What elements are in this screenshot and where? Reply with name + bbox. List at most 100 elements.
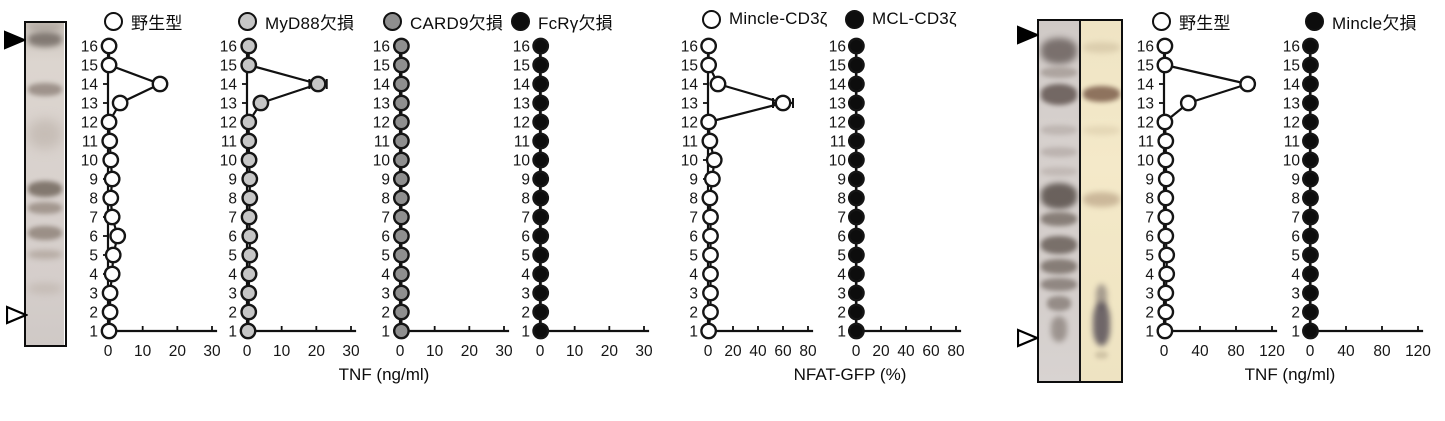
data-point [702, 303, 719, 321]
data-point [1157, 151, 1175, 169]
data-point [392, 322, 410, 340]
data-point [240, 265, 258, 283]
data-point [241, 170, 259, 188]
x-tick-label: 80 [799, 343, 817, 360]
data-point [1157, 170, 1175, 188]
fraction-label: 9 [228, 172, 237, 189]
x-tick-label: 20 [461, 343, 479, 360]
fraction-label: 4 [228, 267, 237, 284]
x-tick-label: 0 [704, 343, 713, 360]
fraction-label: 15 [681, 58, 698, 75]
legend-mincle-ko: Mincle欠損 [1305, 9, 1417, 34]
fraction-label: 15 [829, 58, 846, 75]
data-point [392, 265, 410, 283]
x-tick-label: 80 [1373, 343, 1391, 360]
data-point [101, 303, 119, 321]
fraction-label: 6 [689, 229, 698, 246]
data-point [1302, 284, 1319, 302]
legend-mincle-cd3z: Mincle-CD3ζ [702, 9, 828, 29]
fraction-label: 1 [228, 324, 237, 341]
fraction-label: 5 [1291, 248, 1300, 265]
fraction-label: 8 [228, 191, 237, 208]
data-point [847, 322, 865, 340]
gel-band [1041, 84, 1077, 105]
series-line [107, 46, 162, 332]
fraction-label: 16 [681, 39, 698, 56]
fraction-label: 13 [373, 96, 390, 113]
fraction-label: 6 [381, 229, 390, 246]
tlc-plate-right [1037, 19, 1123, 383]
data-point [100, 322, 118, 340]
x-tick-label: 20 [724, 343, 742, 360]
data-point [240, 151, 258, 169]
legend-label: Mincle欠損 [1332, 14, 1417, 33]
data-point [392, 303, 410, 321]
data-point [847, 189, 865, 207]
x-tick-label: 20 [601, 343, 619, 360]
gel-band [1041, 212, 1077, 226]
fraction-label: 11 [514, 134, 530, 151]
x-tick-label: 10 [134, 343, 152, 360]
fraction-label: 2 [1145, 305, 1154, 322]
fraction-label: 10 [1137, 153, 1155, 170]
tlc-plate-left [24, 21, 67, 347]
data-point [392, 284, 410, 302]
data-point [241, 189, 259, 207]
fraction-label: 8 [837, 191, 846, 208]
fraction-label: 2 [1291, 305, 1300, 322]
data-point [702, 246, 719, 264]
data-point [532, 151, 550, 169]
x-axis-title-tnf-right: TNF (ng/ml) [1244, 365, 1336, 384]
data-point [1158, 246, 1176, 264]
fraction-label: 15 [513, 58, 530, 75]
data-point [532, 113, 550, 131]
fraction-label: 6 [89, 229, 98, 246]
data-point [700, 37, 718, 55]
data-point [252, 94, 270, 112]
data-point [847, 170, 865, 188]
data-point [847, 303, 865, 321]
legend-marker-icon [1152, 12, 1171, 31]
fraction-label: 15 [373, 58, 390, 75]
data-point [532, 94, 550, 112]
fraction-label: 15 [1137, 58, 1154, 75]
fraction-label: 10 [513, 153, 531, 170]
fraction-label: 11 [1284, 134, 1300, 151]
data-point [392, 75, 410, 93]
x-tick-label: 0 [1160, 343, 1169, 360]
fraction-label: 3 [689, 286, 698, 303]
data-point [700, 113, 718, 131]
x-tick-label: 20 [872, 343, 890, 360]
data-point [1157, 208, 1175, 226]
data-point [532, 265, 550, 283]
fraction-label: 9 [1145, 172, 1154, 189]
fraction-label: 10 [81, 153, 99, 170]
fraction-label: 11 [374, 134, 390, 151]
fraction-label: 2 [837, 305, 846, 322]
data-point [532, 170, 550, 188]
legend-label: 野生型 [1179, 14, 1231, 33]
fraction-label: 1 [89, 324, 98, 341]
fraction-label: 5 [521, 248, 530, 265]
data-point [392, 37, 410, 55]
fraction-label: 16 [220, 39, 237, 56]
fraction-label: 2 [381, 305, 390, 322]
gel-band [1083, 42, 1120, 53]
fraction-label: 7 [837, 210, 846, 227]
fraction-label: 14 [681, 77, 699, 94]
legend-label: MyD88欠損 [265, 14, 355, 33]
data-point [847, 246, 865, 264]
x-tick-label: 0 [243, 343, 252, 360]
fraction-label: 11 [82, 134, 98, 151]
data-point [1157, 189, 1175, 207]
fraction-label: 1 [689, 324, 698, 341]
data-point [240, 132, 258, 150]
data-point [847, 151, 865, 169]
fraction-label: 5 [837, 248, 846, 265]
fraction-label: 14 [220, 77, 238, 94]
fraction-label: 2 [689, 305, 698, 322]
data-point [532, 284, 550, 302]
